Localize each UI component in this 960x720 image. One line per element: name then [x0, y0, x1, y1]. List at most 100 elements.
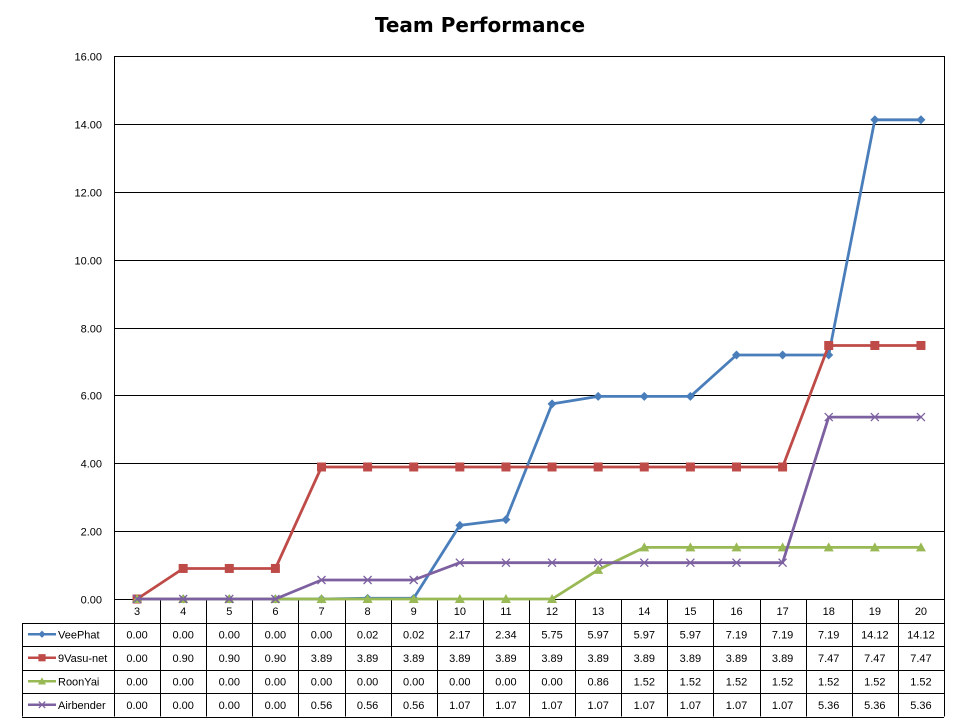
gridlines	[114, 56, 945, 600]
table-cell-value: 0.00	[449, 676, 470, 688]
x-category-label: 17	[776, 606, 788, 618]
y-tick-label: 16.00	[74, 52, 102, 64]
legend-label: 9Vasu-net	[58, 653, 107, 665]
table-cell-value: 3.89	[357, 653, 378, 665]
table-cell-value: 1.07	[495, 700, 516, 712]
table-cell-value: 0.02	[403, 629, 424, 641]
x-marker	[132, 594, 142, 604]
table-cell-value: 5.36	[818, 700, 839, 712]
table-cell-value: 0.00	[265, 629, 286, 641]
table-cell-value: 0.00	[172, 700, 193, 712]
square-marker	[639, 462, 649, 472]
x-marker	[317, 575, 326, 585]
x-marker	[916, 412, 926, 422]
x-category-label: 20	[915, 606, 927, 618]
diamond-marker	[455, 520, 465, 530]
table-cell-value: 7.19	[772, 629, 793, 641]
table-cell-value: 5.97	[587, 629, 608, 641]
x-marker	[824, 412, 834, 422]
table-cell-value: 1.52	[818, 676, 839, 688]
x-marker	[455, 558, 465, 568]
table-cell-value: 3.89	[403, 653, 424, 665]
triangle-marker	[593, 564, 604, 574]
x-category-label: 4	[180, 606, 186, 618]
data-table: 3 4 5 6 7 8 9 10 11 12 13 14 15 16 17 18 19 20 VeePhat 0.00…	[22, 599, 945, 718]
triangle-marker	[915, 542, 926, 552]
table-cell-value: 14.12	[861, 629, 889, 641]
table-cell-value: 3.89	[449, 653, 470, 665]
table-cell-value: 7.47	[818, 653, 839, 665]
table-cell-value: 1.07	[772, 700, 793, 712]
x-category-label: 18	[823, 606, 835, 618]
table-cell-value: 3.89	[634, 653, 655, 665]
table-cell-value: 0.00	[219, 676, 240, 688]
table-cell-value: 0.00	[219, 700, 240, 712]
table-cell-value: 0.00	[126, 629, 147, 641]
table-cell-value: 3.89	[772, 653, 793, 665]
x-category-label: 8	[365, 606, 371, 618]
x-category-label: 14	[638, 606, 650, 618]
table-cell-value: 5.97	[634, 629, 655, 641]
table-cell-value: 0.00	[265, 676, 286, 688]
table-cell-value: 1.52	[726, 676, 747, 688]
x-category-label: 16	[730, 606, 742, 618]
triangle-marker	[408, 594, 419, 603]
table-cell-value: 1.07	[634, 700, 655, 712]
legend-key-Airbender	[28, 701, 56, 709]
x-category-label: 12	[546, 606, 558, 618]
table-cell-value: 0.56	[311, 700, 332, 712]
diamond-marker	[685, 391, 695, 401]
table-cell-value: 1.07	[541, 700, 562, 712]
square-marker	[685, 462, 695, 472]
table-cell-value: 0.90	[219, 653, 240, 665]
table-cell-value: 0.86	[587, 676, 608, 688]
table-cell-value: 1.52	[634, 676, 655, 688]
triangle-marker	[685, 542, 696, 552]
table-cell-value: 0.00	[126, 653, 147, 665]
table-cell-value: 3.89	[680, 653, 701, 665]
x-marker	[224, 594, 234, 604]
table-cell-value: 0.00	[219, 629, 240, 641]
square-marker	[870, 340, 880, 350]
square-marker	[824, 340, 834, 350]
x-marker	[501, 558, 511, 568]
y-tick-label: 10.00	[74, 256, 102, 268]
x-category-label: 15	[684, 606, 696, 618]
x-category-label: 9	[411, 606, 417, 618]
table-cell-value: 0.90	[265, 653, 286, 665]
table-cell-value: 0.00	[495, 676, 516, 688]
x-category-label: 19	[869, 606, 881, 618]
table-cell-value: 7.19	[726, 629, 747, 641]
y-tick-label: 2.00	[81, 527, 102, 539]
table-cell-value: 7.47	[864, 653, 885, 665]
table-cell-value: 2.17	[449, 629, 470, 641]
legend-label: RoonYai	[58, 676, 99, 688]
square-marker	[270, 563, 280, 573]
square-marker	[363, 462, 373, 472]
triangle-marker	[38, 677, 46, 685]
table-cell-value: 1.07	[726, 700, 747, 712]
diamond-marker	[639, 391, 649, 401]
table-cell-value: 0.00	[172, 629, 193, 641]
x-marker	[870, 412, 880, 422]
table-cell-value: 2.34	[495, 629, 516, 641]
table-cell-value: 7.19	[818, 629, 839, 641]
triangle-marker	[362, 594, 373, 603]
x-marker	[778, 558, 788, 568]
series-9Vasu-net	[132, 340, 926, 604]
table-cell-value: 0.02	[357, 629, 378, 641]
table-cell-value: 0.00	[126, 700, 147, 712]
series-lines	[132, 115, 926, 604]
legend-key-VeePhat	[28, 630, 56, 638]
x-category-label: 13	[592, 606, 604, 618]
x-marker	[178, 594, 188, 604]
square-marker	[501, 462, 511, 472]
triangle-marker	[454, 594, 465, 603]
table-cell-value: 0.00	[357, 676, 378, 688]
table-cell-value: 5.36	[910, 700, 931, 712]
square-marker	[547, 462, 557, 472]
x-category-label: 7	[318, 606, 324, 618]
x-category-label: 6	[272, 606, 278, 618]
table-cell-value: 0.90	[172, 653, 193, 665]
